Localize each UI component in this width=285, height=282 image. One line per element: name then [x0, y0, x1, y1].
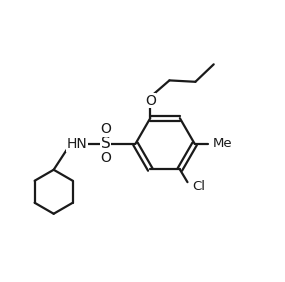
Text: O: O [145, 94, 156, 108]
Text: O: O [100, 151, 111, 166]
Text: Cl: Cl [193, 180, 205, 193]
Text: S: S [101, 136, 111, 151]
Text: Me: Me [213, 137, 232, 150]
Text: O: O [100, 122, 111, 136]
Text: HN: HN [67, 137, 87, 151]
